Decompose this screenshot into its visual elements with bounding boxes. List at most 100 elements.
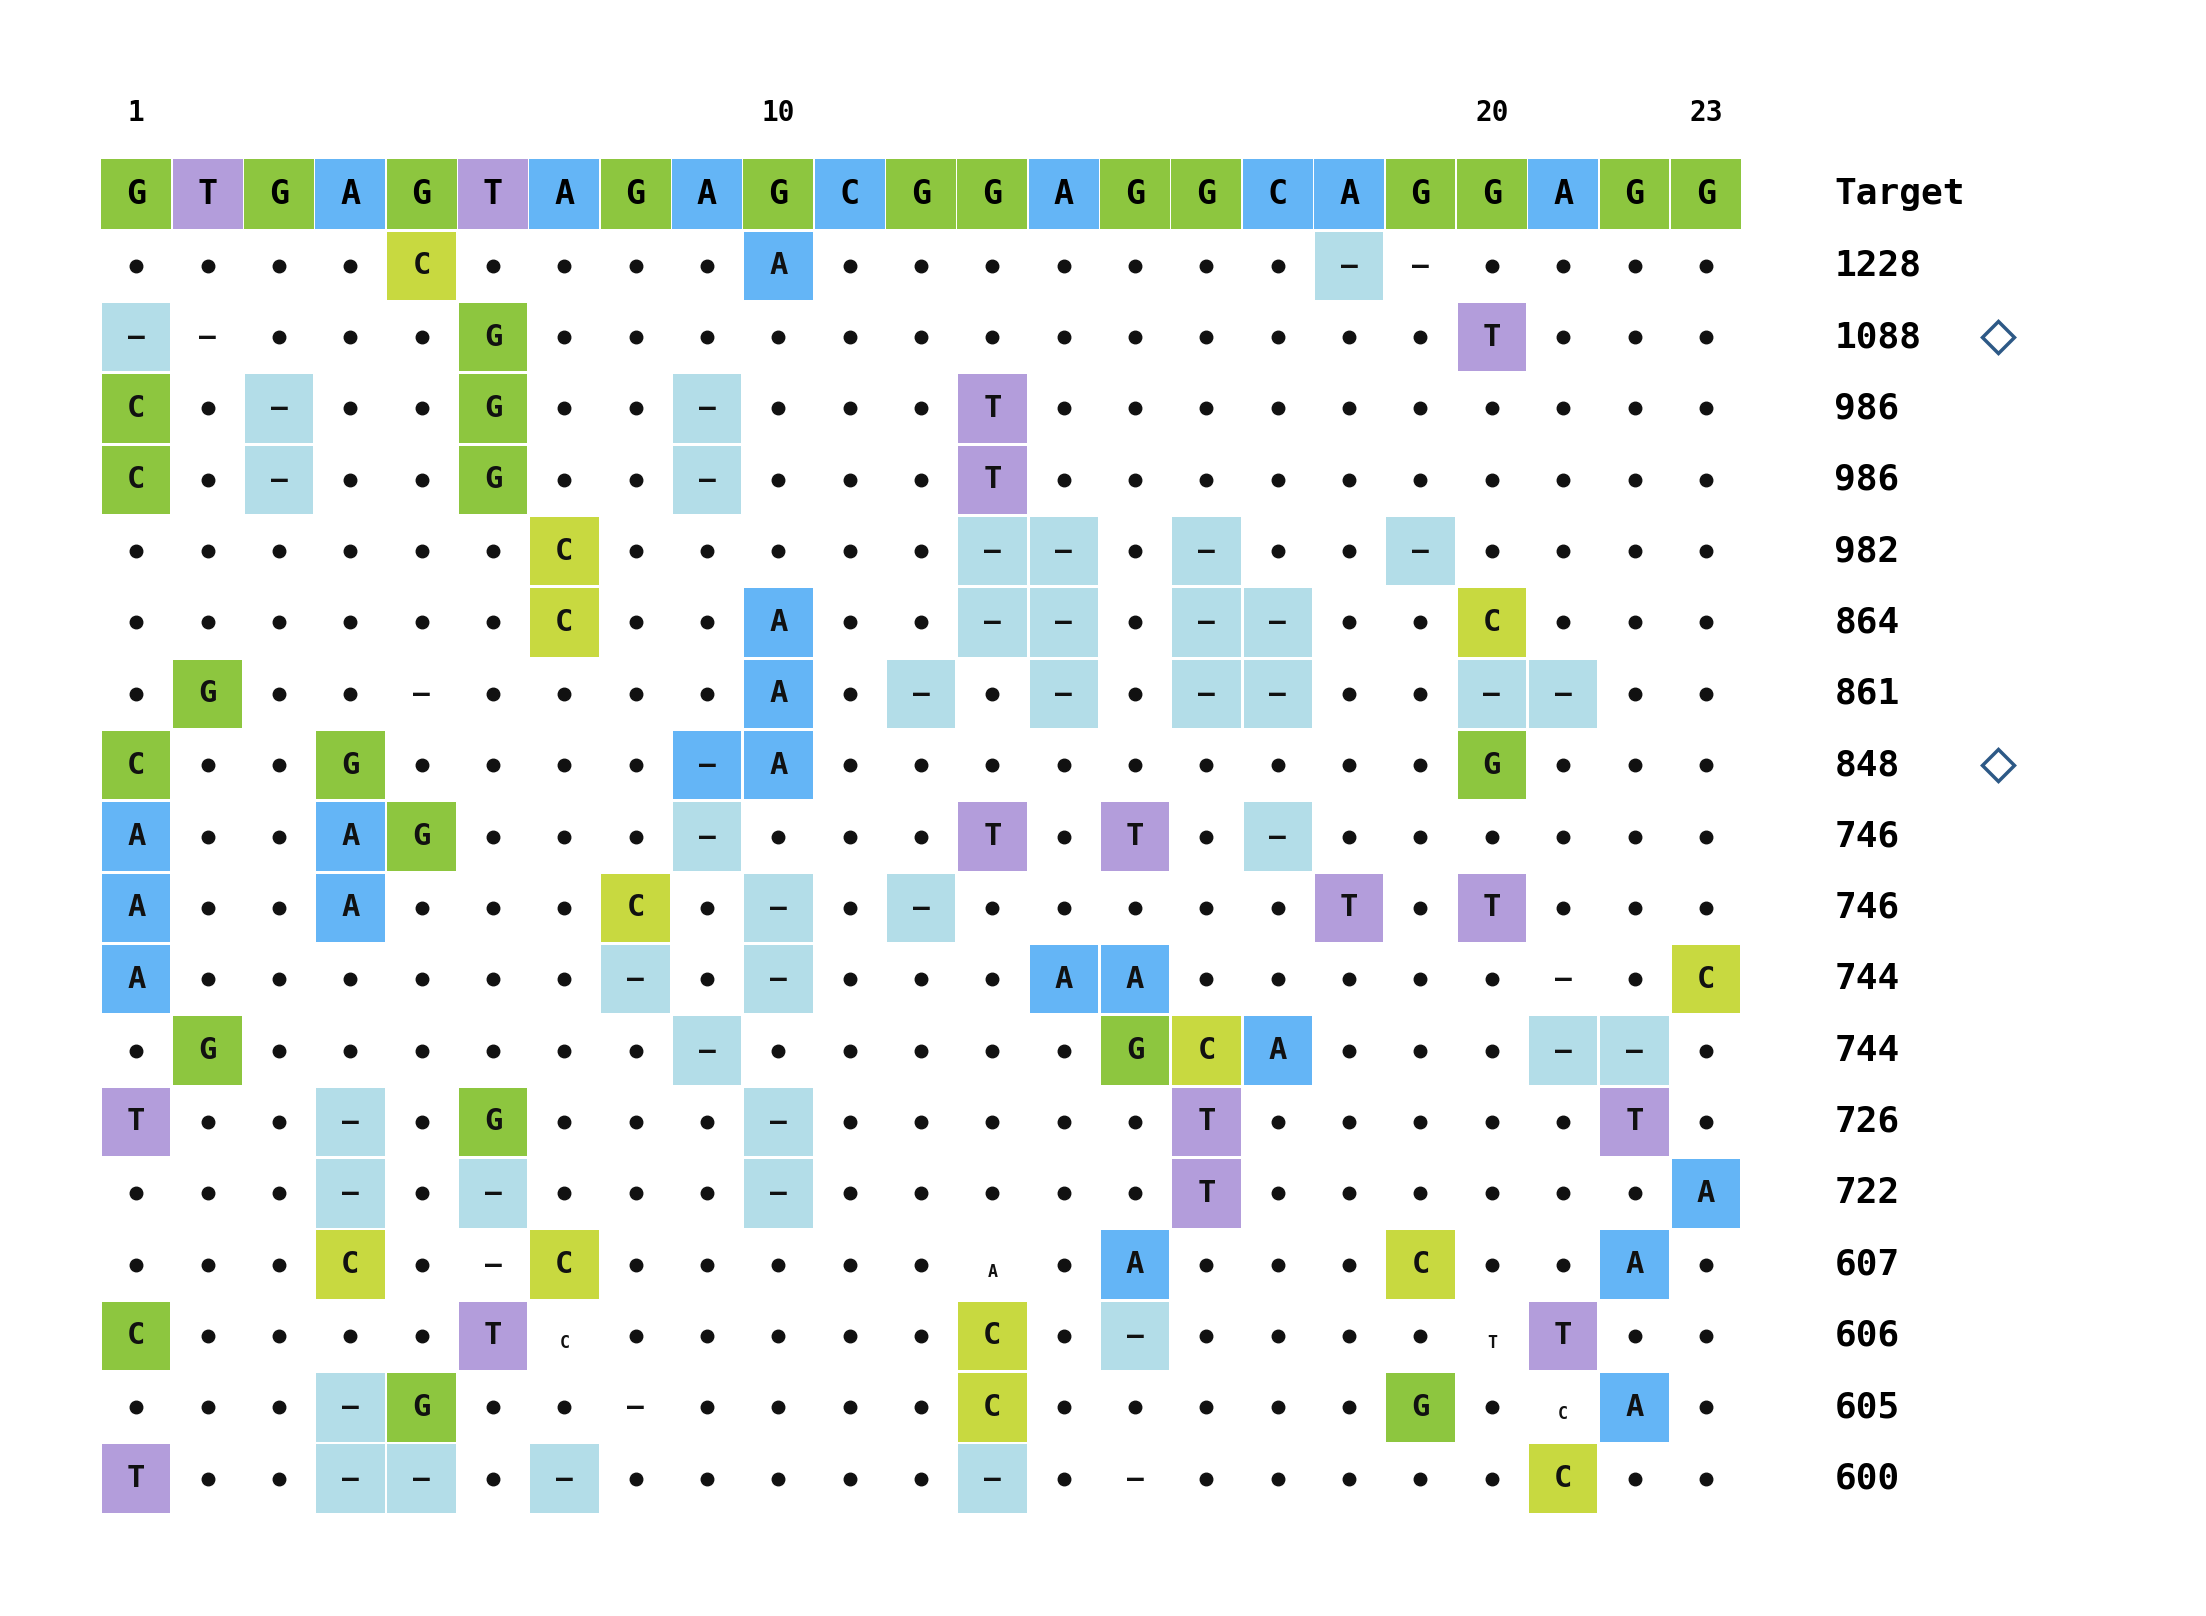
Text: C: C: [627, 894, 644, 923]
Text: –: –: [1127, 1322, 1143, 1349]
Bar: [1529, 659, 1597, 729]
Text: T: T: [1339, 894, 1359, 923]
Text: A: A: [770, 679, 788, 708]
Text: G: G: [1482, 178, 1502, 212]
Text: G: G: [199, 1036, 216, 1065]
Bar: [1030, 588, 1099, 656]
Text: A: A: [1125, 1251, 1145, 1280]
Bar: [1385, 160, 1456, 229]
Text: –: –: [342, 1109, 360, 1136]
Bar: [101, 945, 170, 1013]
Text: G: G: [627, 178, 646, 212]
Text: T: T: [483, 178, 503, 212]
Bar: [1030, 945, 1099, 1013]
Bar: [957, 1445, 1026, 1513]
Text: G: G: [413, 1393, 430, 1422]
Text: –: –: [1268, 823, 1286, 850]
Bar: [743, 1088, 812, 1155]
Bar: [101, 446, 170, 514]
Text: T: T: [1553, 1322, 1573, 1351]
Text: G: G: [483, 465, 503, 494]
Bar: [1244, 1016, 1313, 1084]
Text: A: A: [128, 894, 146, 923]
Text: A: A: [1626, 1393, 1643, 1422]
Text: –: –: [556, 1464, 574, 1493]
Text: –: –: [413, 680, 430, 708]
Bar: [743, 588, 812, 656]
Bar: [743, 160, 814, 229]
Bar: [1456, 160, 1527, 229]
Bar: [529, 588, 598, 656]
Bar: [957, 1374, 1026, 1441]
Text: –: –: [271, 465, 287, 494]
Text: G: G: [483, 394, 503, 423]
Text: 1: 1: [128, 99, 146, 126]
Text: –: –: [128, 323, 146, 351]
Bar: [101, 375, 170, 443]
Bar: [1171, 659, 1240, 729]
Bar: [245, 375, 313, 443]
Bar: [315, 874, 384, 942]
Text: T: T: [128, 1107, 146, 1136]
Text: 986: 986: [1835, 391, 1899, 425]
Text: C: C: [1412, 1251, 1429, 1280]
Text: –: –: [1341, 252, 1357, 280]
Bar: [388, 1445, 457, 1513]
Bar: [459, 1302, 527, 1370]
Bar: [315, 160, 386, 229]
Bar: [459, 160, 527, 229]
Text: –: –: [699, 1036, 715, 1065]
Text: G: G: [1696, 178, 1716, 212]
Text: G: G: [1125, 1036, 1145, 1065]
Bar: [1171, 588, 1240, 656]
Bar: [887, 160, 955, 229]
Bar: [673, 375, 741, 443]
Bar: [459, 1088, 527, 1155]
Text: C: C: [984, 1322, 1002, 1351]
Text: –: –: [913, 680, 929, 708]
Bar: [743, 659, 812, 729]
Text: T: T: [1626, 1107, 1643, 1136]
Bar: [743, 730, 812, 800]
Bar: [388, 802, 457, 871]
Bar: [743, 231, 812, 301]
Text: –: –: [1412, 252, 1429, 280]
Bar: [673, 1016, 741, 1084]
Text: 746: 746: [1835, 819, 1899, 853]
Bar: [1171, 517, 1240, 585]
Text: T: T: [1198, 1178, 1216, 1207]
Bar: [101, 1088, 170, 1155]
Bar: [101, 160, 172, 229]
Text: –: –: [1198, 609, 1216, 637]
Bar: [1030, 517, 1099, 585]
Text: C: C: [342, 1251, 360, 1280]
Bar: [957, 375, 1026, 443]
Bar: [1385, 517, 1454, 585]
Bar: [459, 302, 527, 372]
Text: –: –: [1198, 680, 1216, 708]
Text: A: A: [1553, 178, 1573, 212]
Text: 10: 10: [761, 99, 794, 126]
Text: –: –: [699, 823, 715, 850]
Bar: [315, 1088, 384, 1155]
Text: –: –: [770, 1109, 788, 1136]
Text: 726: 726: [1835, 1105, 1899, 1139]
Bar: [1599, 1016, 1668, 1084]
Text: 744: 744: [1835, 962, 1899, 995]
Text: 982: 982: [1835, 535, 1899, 569]
Text: T: T: [483, 1322, 503, 1351]
Bar: [529, 160, 600, 229]
Text: G: G: [1482, 751, 1500, 779]
Bar: [1171, 160, 1242, 229]
Text: –: –: [1054, 537, 1072, 566]
Bar: [1028, 160, 1099, 229]
Bar: [315, 1445, 384, 1513]
Text: C: C: [1482, 608, 1500, 637]
Text: C: C: [556, 1251, 574, 1280]
Text: T: T: [1198, 1107, 1216, 1136]
Text: –: –: [1198, 537, 1216, 566]
Text: G: G: [982, 178, 1002, 212]
Bar: [1101, 1016, 1169, 1084]
Text: G: G: [413, 823, 430, 852]
Text: –: –: [1555, 1036, 1571, 1065]
